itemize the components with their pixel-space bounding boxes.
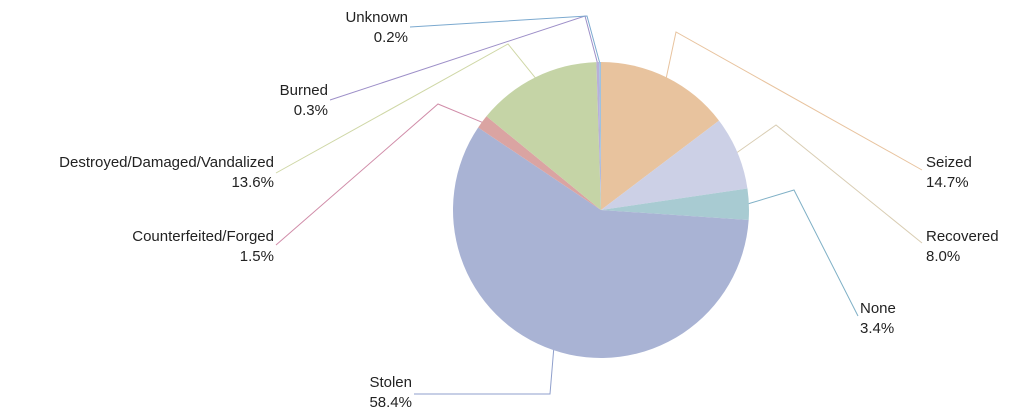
leader-line-none	[746, 189, 859, 317]
slice-counterfeited-forged	[478, 116, 601, 210]
slice-label-counterfeited-forged: Counterfeited/Forged	[132, 228, 274, 245]
pie-slices	[452, 62, 749, 359]
slice-value-seized: 14.7%	[926, 174, 969, 191]
leader-line-recovered	[735, 124, 923, 244]
slice-value-recovered: 8.0%	[926, 248, 960, 265]
slice-label-seized: Seized	[926, 154, 972, 171]
leader-line-destroyed-damaged-vandalized	[275, 43, 537, 174]
slice-burned	[596, 62, 601, 211]
slice-label-stolen: Stolen	[369, 374, 412, 391]
slice-none	[601, 188, 749, 220]
slice-label-recovered: Recovered	[926, 228, 999, 245]
slice-value-unknown: 0.2%	[374, 29, 408, 46]
slice-destroyed-damaged-vandalized	[486, 62, 601, 211]
slice-unknown	[599, 62, 601, 210]
slice-label-unknown: Unknown	[345, 9, 408, 26]
slice-recovered	[601, 120, 748, 210]
leader-line-stolen	[414, 347, 555, 395]
slice-label-destroyed-damaged-vandalized: Destroyed/Damaged/Vandalized	[59, 154, 274, 171]
leader-line-counterfeited-forged	[275, 103, 485, 246]
slice-value-destroyed-damaged-vandalized: 13.6%	[231, 174, 274, 191]
slice-labels: Seized 14.7% Recovered 8.0% None 3.4% Stolen 58…	[59, 9, 998, 411]
slice-value-counterfeited-forged: 1.5%	[240, 248, 274, 265]
leader-line-seized	[665, 31, 923, 171]
slice-value-none: 3.4%	[860, 320, 894, 337]
slice-stolen	[452, 127, 749, 359]
slice-label-burned: Burned	[280, 82, 328, 99]
leader-line-unknown	[409, 15, 601, 65]
slice-value-burned: 0.3%	[294, 102, 328, 119]
slice-value-stolen: 58.4%	[369, 394, 412, 411]
leader-lines	[275, 15, 923, 395]
slice-label-none: None	[860, 300, 896, 317]
slice-seized	[601, 62, 719, 210]
